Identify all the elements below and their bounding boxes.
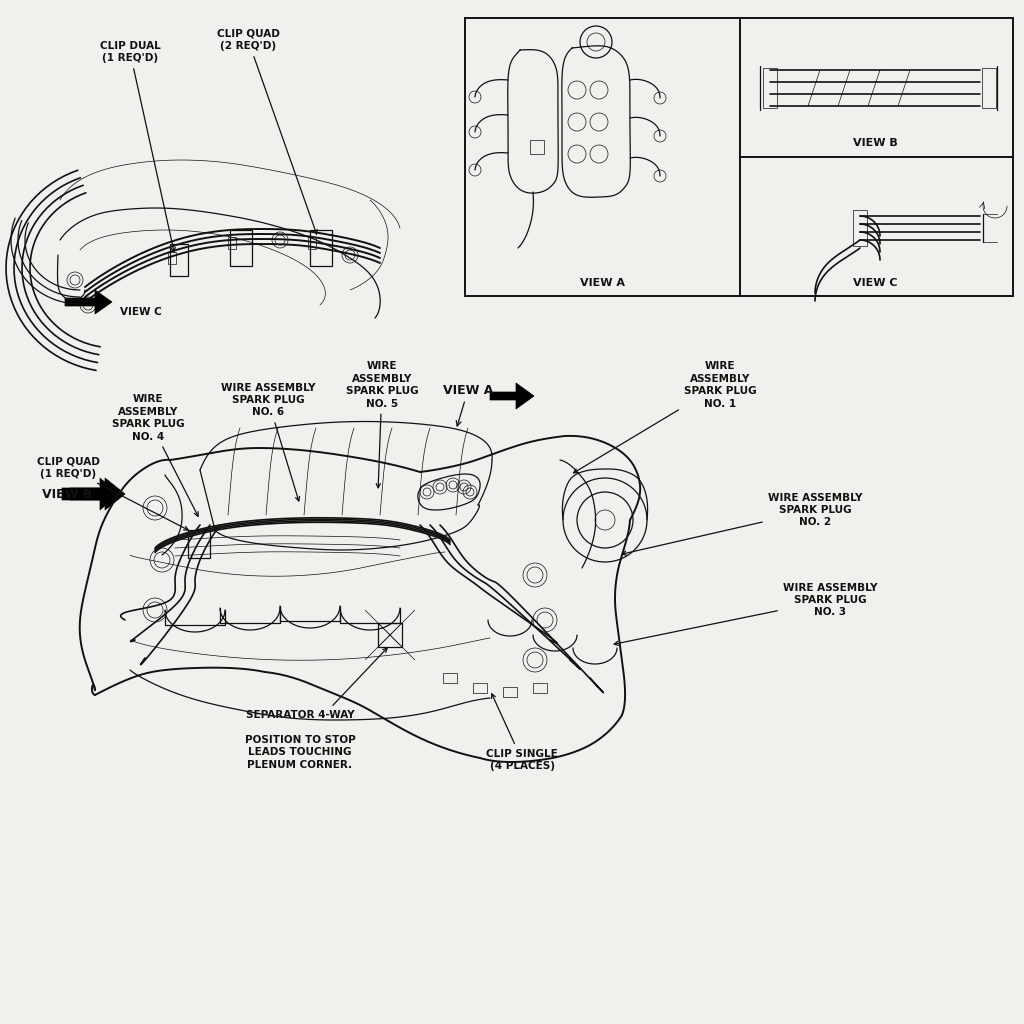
Bar — [443, 673, 457, 683]
Bar — [228, 237, 236, 249]
Bar — [378, 623, 402, 647]
Bar — [465, 18, 1013, 296]
Bar — [310, 230, 332, 266]
Text: VIEW C: VIEW C — [853, 278, 897, 288]
Text: VIEW A: VIEW A — [442, 384, 494, 426]
Text: WIRE ASSEMBLY
SPARK PLUG
NO. 2: WIRE ASSEMBLY SPARK PLUG NO. 2 — [622, 493, 862, 555]
Bar — [503, 687, 517, 697]
Polygon shape — [70, 478, 125, 510]
Bar — [230, 230, 252, 266]
Polygon shape — [65, 290, 112, 314]
Bar — [982, 68, 996, 108]
Text: WIRE ASSEMBLY
SPARK PLUG
NO. 6: WIRE ASSEMBLY SPARK PLUG NO. 6 — [221, 383, 315, 501]
Text: VIEW C: VIEW C — [120, 307, 162, 317]
Bar — [188, 530, 210, 558]
Text: CLIP QUAD
(2 REQ'D): CLIP QUAD (2 REQ'D) — [216, 29, 317, 234]
Text: WIRE
ASSEMBLY
SPARK PLUG
NO. 4: WIRE ASSEMBLY SPARK PLUG NO. 4 — [112, 394, 198, 516]
Text: CLIP QUAD
(1 REQ'D): CLIP QUAD (1 REQ'D) — [37, 457, 188, 530]
Text: CLIP SINGLE
(4 PLACES): CLIP SINGLE (4 PLACES) — [486, 694, 558, 771]
Bar — [308, 237, 316, 249]
Text: VIEW B: VIEW B — [853, 138, 897, 148]
Text: WIRE
ASSEMBLY
SPARK PLUG
NO. 5: WIRE ASSEMBLY SPARK PLUG NO. 5 — [346, 361, 419, 487]
Polygon shape — [490, 383, 534, 409]
Text: VIEW B: VIEW B — [42, 487, 92, 501]
Bar — [763, 68, 777, 108]
Text: WIRE
ASSEMBLY
SPARK PLUG
NO. 1: WIRE ASSEMBLY SPARK PLUG NO. 1 — [573, 361, 757, 473]
Bar — [530, 140, 544, 154]
Polygon shape — [62, 478, 118, 510]
Bar — [534, 683, 547, 693]
Text: VIEW A: VIEW A — [580, 278, 625, 288]
Bar — [853, 210, 867, 246]
Text: WIRE ASSEMBLY
SPARK PLUG
NO. 3: WIRE ASSEMBLY SPARK PLUG NO. 3 — [614, 583, 878, 645]
Text: CLIP DUAL
(1 REQ'D): CLIP DUAL (1 REQ'D) — [99, 41, 175, 252]
Text: SEPARATOR 4-WAY

POSITION TO STOP
LEADS TOUCHING
PLENUM CORNER.: SEPARATOR 4-WAY POSITION TO STOP LEADS T… — [245, 648, 387, 770]
Bar — [170, 244, 188, 276]
Bar — [168, 252, 176, 264]
Bar — [473, 683, 487, 693]
